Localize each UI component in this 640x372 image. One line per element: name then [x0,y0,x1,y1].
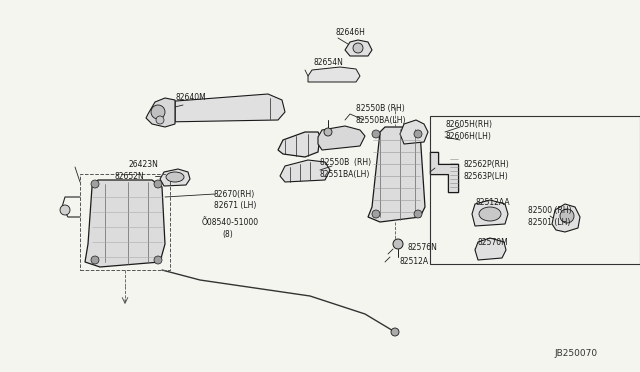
Bar [430,116,640,264]
Circle shape [414,130,422,138]
Polygon shape [280,160,330,182]
Ellipse shape [166,172,184,182]
Text: 82606H(LH): 82606H(LH) [446,131,492,141]
Circle shape [60,205,70,215]
Text: 82671 (LH): 82671 (LH) [214,201,257,209]
Polygon shape [368,127,425,222]
Text: JB250070: JB250070 [555,350,598,359]
Polygon shape [552,204,580,232]
Text: 82501 (LH): 82501 (LH) [528,218,570,227]
Polygon shape [318,126,365,150]
Text: 82550B (RH): 82550B (RH) [356,103,404,112]
Text: 82551BA(LH): 82551BA(LH) [320,170,371,179]
Text: (8): (8) [222,230,233,238]
Circle shape [154,180,162,188]
Text: 82550B  (RH): 82550B (RH) [320,157,371,167]
Circle shape [151,105,165,119]
Polygon shape [308,67,360,82]
Polygon shape [85,180,165,267]
Text: 82670(RH): 82670(RH) [214,189,255,199]
Text: 82512AA: 82512AA [476,198,511,206]
Circle shape [372,130,380,138]
Polygon shape [278,132,320,157]
Bar [80,174,170,270]
Circle shape [324,128,332,136]
Text: 82512A: 82512A [400,257,429,266]
Text: Õ08540-51000: Õ08540-51000 [202,218,259,227]
Ellipse shape [479,207,501,221]
Text: 82640M: 82640M [175,93,205,102]
Text: 82605H(RH): 82605H(RH) [446,119,493,128]
Text: 82550BA(LH): 82550BA(LH) [356,115,406,125]
Polygon shape [146,98,175,127]
Text: 82652N: 82652N [114,171,144,180]
Circle shape [154,256,162,264]
Text: 82576N: 82576N [408,243,438,251]
Circle shape [372,210,380,218]
Text: 82570M: 82570M [478,237,509,247]
Circle shape [414,210,422,218]
Circle shape [91,180,99,188]
Polygon shape [160,169,190,186]
Polygon shape [430,152,458,192]
Text: 82500 (RH): 82500 (RH) [528,205,572,215]
Circle shape [393,239,403,249]
Circle shape [353,43,363,53]
Text: 82646H: 82646H [336,28,366,36]
Polygon shape [472,200,508,226]
Text: 82562P(RH): 82562P(RH) [464,160,509,169]
Polygon shape [475,238,506,260]
Text: 26423N: 26423N [128,160,158,169]
Text: 82654N: 82654N [314,58,344,67]
Polygon shape [345,40,372,56]
Text: 82563P(LH): 82563P(LH) [464,171,509,180]
Polygon shape [400,120,428,144]
Circle shape [391,328,399,336]
Circle shape [91,256,99,264]
Circle shape [560,209,574,223]
Polygon shape [155,94,285,122]
Circle shape [156,116,164,124]
